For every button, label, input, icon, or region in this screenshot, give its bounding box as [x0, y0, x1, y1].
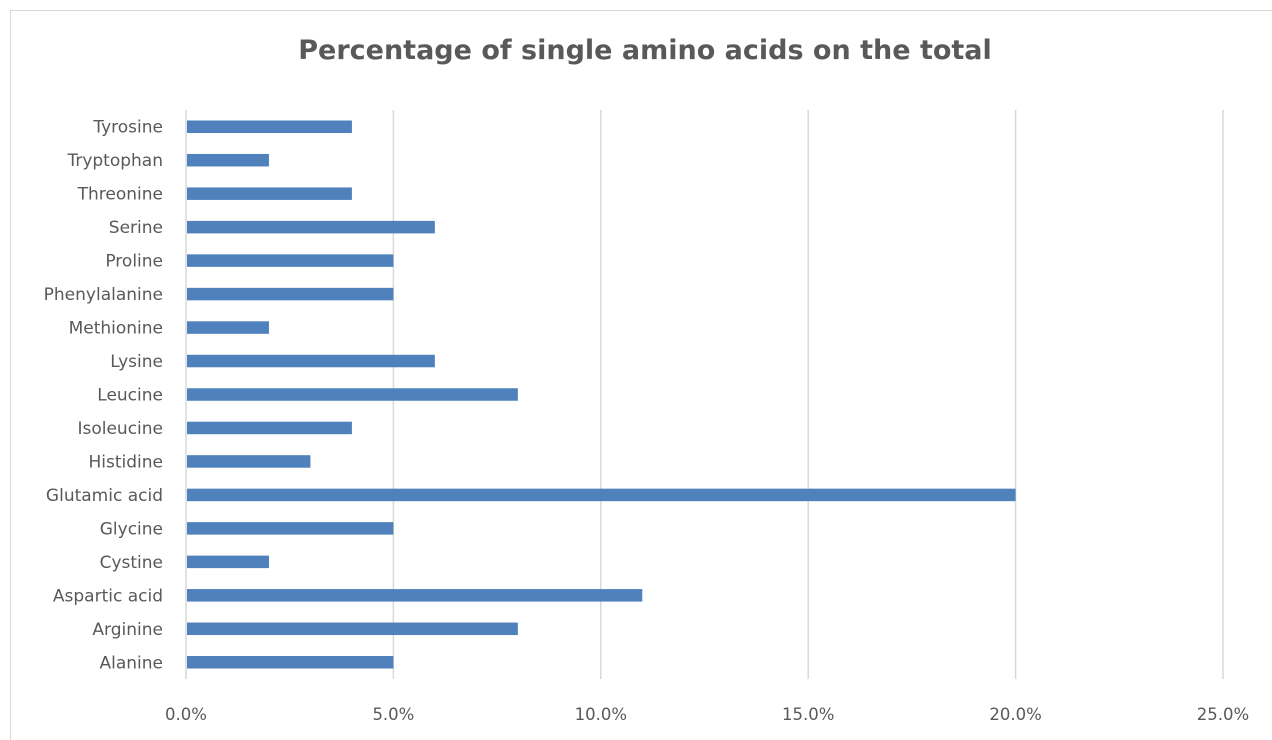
category-label: Leucine	[97, 386, 163, 406]
category-label: Glycine	[100, 519, 163, 539]
category-label: Proline	[105, 252, 163, 272]
bar	[187, 455, 311, 468]
x-tick-label: 10.0%	[575, 705, 627, 724]
bar	[187, 555, 269, 569]
category-label: Lysine	[110, 352, 163, 372]
category-label: Cystine	[100, 553, 163, 573]
bar	[187, 622, 518, 636]
category-label: Phenylalanine	[44, 285, 163, 305]
bar	[187, 120, 352, 133]
bar	[187, 254, 394, 267]
bar	[187, 589, 643, 602]
bar	[187, 187, 352, 200]
category-label: Glutamic acid	[46, 486, 163, 506]
category-labels: Alanine Arginine Aspartic acid Cystine Glyci…	[44, 118, 163, 674]
category-label: Aspartic acid	[53, 586, 163, 606]
bar	[187, 354, 435, 368]
category-label: Threonine	[77, 185, 163, 205]
category-label: Methionine	[69, 319, 163, 339]
category-label: Arginine	[92, 620, 163, 640]
bar	[187, 287, 394, 301]
bar	[187, 488, 1016, 502]
x-tick-label: 0.0%	[165, 705, 207, 724]
x-tick-label: 25.0%	[1197, 705, 1249, 724]
category-label: Tryptophan	[66, 151, 163, 171]
category-label: Histidine	[89, 452, 164, 472]
bar	[187, 321, 269, 334]
category-label: Tyrosine	[92, 118, 163, 138]
category-label: Alanine	[99, 653, 163, 673]
bar	[187, 656, 394, 669]
category-label: Serine	[109, 218, 163, 238]
category-label: Isoleucine	[77, 419, 163, 439]
bar	[187, 522, 394, 535]
x-tick-label: 5.0%	[372, 705, 414, 724]
bar	[187, 220, 435, 234]
x-axis-tick-labels: 0.0% 5.0% 10.0% 15.0% 20.0% 25.0%	[165, 705, 1249, 724]
x-tick-label: 15.0%	[782, 705, 834, 724]
bar	[187, 153, 269, 167]
bars	[187, 120, 1016, 669]
gridlines	[185, 110, 1224, 679]
x-tick-label: 20.0%	[989, 705, 1041, 724]
bar	[187, 388, 518, 401]
bar	[187, 421, 352, 435]
chart-title: Percentage of single amino acids on the …	[298, 35, 992, 66]
